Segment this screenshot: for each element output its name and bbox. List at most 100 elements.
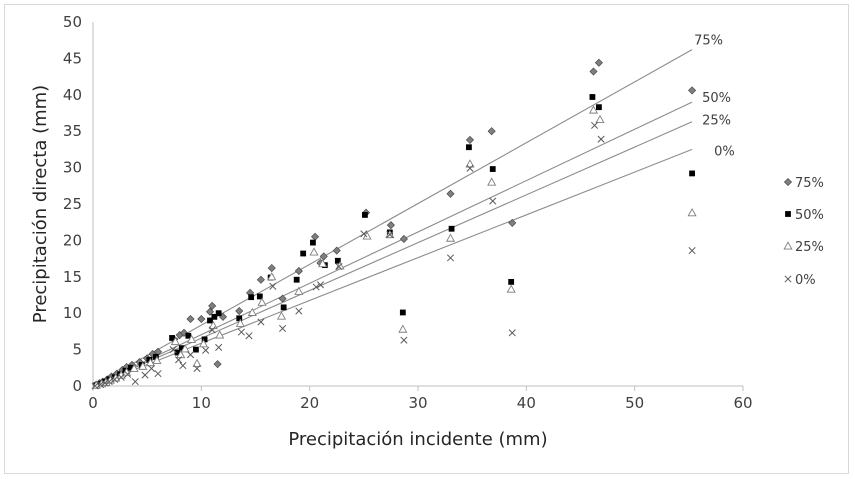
data-point xyxy=(256,293,263,300)
legend-marker xyxy=(783,241,793,250)
data-point xyxy=(300,250,307,257)
y-tick-label: 15 xyxy=(63,268,82,286)
trendline-labels: 75% 50% 25% 0% xyxy=(694,34,735,160)
data-point xyxy=(146,356,153,363)
data-point xyxy=(311,232,320,241)
data-point xyxy=(235,306,244,316)
data-point xyxy=(446,189,455,198)
data-point xyxy=(215,343,223,351)
data-point xyxy=(245,332,253,340)
data-point xyxy=(448,225,455,232)
data-point xyxy=(466,164,474,172)
data-point xyxy=(597,135,605,143)
data-point xyxy=(596,104,602,111)
data-point xyxy=(400,336,408,344)
data-point xyxy=(688,247,696,255)
data-point xyxy=(399,309,406,316)
data-point xyxy=(256,275,265,284)
data-point xyxy=(185,332,192,339)
y-tick-label: 40 xyxy=(63,86,82,104)
data-point xyxy=(235,318,245,327)
data-point xyxy=(267,272,277,281)
data-point xyxy=(97,380,105,389)
data-point xyxy=(293,276,300,283)
data-point xyxy=(446,254,455,262)
data-point xyxy=(117,373,125,381)
trendline-label: 25% xyxy=(702,114,731,129)
data-point xyxy=(236,315,243,322)
data-point xyxy=(688,86,697,95)
y-tick-label: 0 xyxy=(72,377,82,395)
data-point xyxy=(174,349,181,356)
data-point xyxy=(595,114,605,124)
y-axis-title: Precipitación directa (mm) xyxy=(30,85,51,323)
x-tick-label: 30 xyxy=(408,394,427,412)
data-point xyxy=(211,313,218,320)
data-point xyxy=(175,356,183,364)
data-point xyxy=(257,297,267,306)
data-point xyxy=(279,324,287,333)
data-point xyxy=(295,307,303,315)
data-point xyxy=(101,379,109,387)
data-point xyxy=(215,310,222,317)
data-point xyxy=(131,378,139,386)
data-point xyxy=(152,353,159,360)
data-point xyxy=(187,334,197,343)
data-point xyxy=(170,336,180,346)
y-tick-label: 5 xyxy=(72,341,82,359)
data-points xyxy=(91,58,697,390)
data-point xyxy=(124,370,132,378)
data-point xyxy=(689,170,695,177)
legend-label: 25% xyxy=(795,240,824,255)
data-point xyxy=(205,307,215,316)
data-point xyxy=(180,344,190,353)
data-point xyxy=(267,264,276,273)
data-point xyxy=(398,324,408,333)
data-point xyxy=(91,382,99,390)
data-point xyxy=(179,362,187,370)
data-point xyxy=(198,339,209,348)
y-tick-label: 25 xyxy=(63,195,82,213)
data-point xyxy=(237,328,245,336)
data-point xyxy=(294,266,303,276)
data-point xyxy=(294,286,304,295)
x-tick-label: 20 xyxy=(300,394,319,412)
data-point xyxy=(310,239,316,246)
data-point xyxy=(465,159,475,168)
data-point xyxy=(508,278,515,285)
data-point xyxy=(186,351,195,359)
data-point xyxy=(192,358,202,367)
data-point xyxy=(332,246,341,255)
data-point xyxy=(152,355,162,365)
x-axis-title: Precipitación incidente (mm) xyxy=(288,429,547,450)
data-point xyxy=(465,135,475,144)
data-point xyxy=(687,208,697,217)
data-point xyxy=(276,311,287,320)
data-point xyxy=(506,284,516,293)
x-tick-label: 0 xyxy=(88,394,98,412)
trendline-label: 0% xyxy=(714,144,735,159)
data-point xyxy=(193,346,199,353)
data-point xyxy=(201,336,208,343)
data-point xyxy=(445,233,456,242)
data-point xyxy=(594,58,603,67)
x-tick-label: 40 xyxy=(517,394,536,412)
data-point xyxy=(335,263,343,271)
legend-marker xyxy=(785,211,791,217)
data-point xyxy=(319,252,328,261)
data-point xyxy=(588,105,599,114)
data-point xyxy=(309,247,319,256)
x-tick-label: 60 xyxy=(733,394,752,412)
data-point xyxy=(169,346,177,354)
data-point xyxy=(399,234,408,243)
legend-label: 50% xyxy=(795,208,824,223)
data-point xyxy=(213,360,222,369)
data-point xyxy=(154,370,162,378)
data-point xyxy=(508,218,517,227)
data-point xyxy=(278,294,287,303)
data-point xyxy=(487,177,497,186)
data-point xyxy=(208,301,217,310)
trendline xyxy=(92,101,693,387)
legend-marker xyxy=(783,177,793,187)
